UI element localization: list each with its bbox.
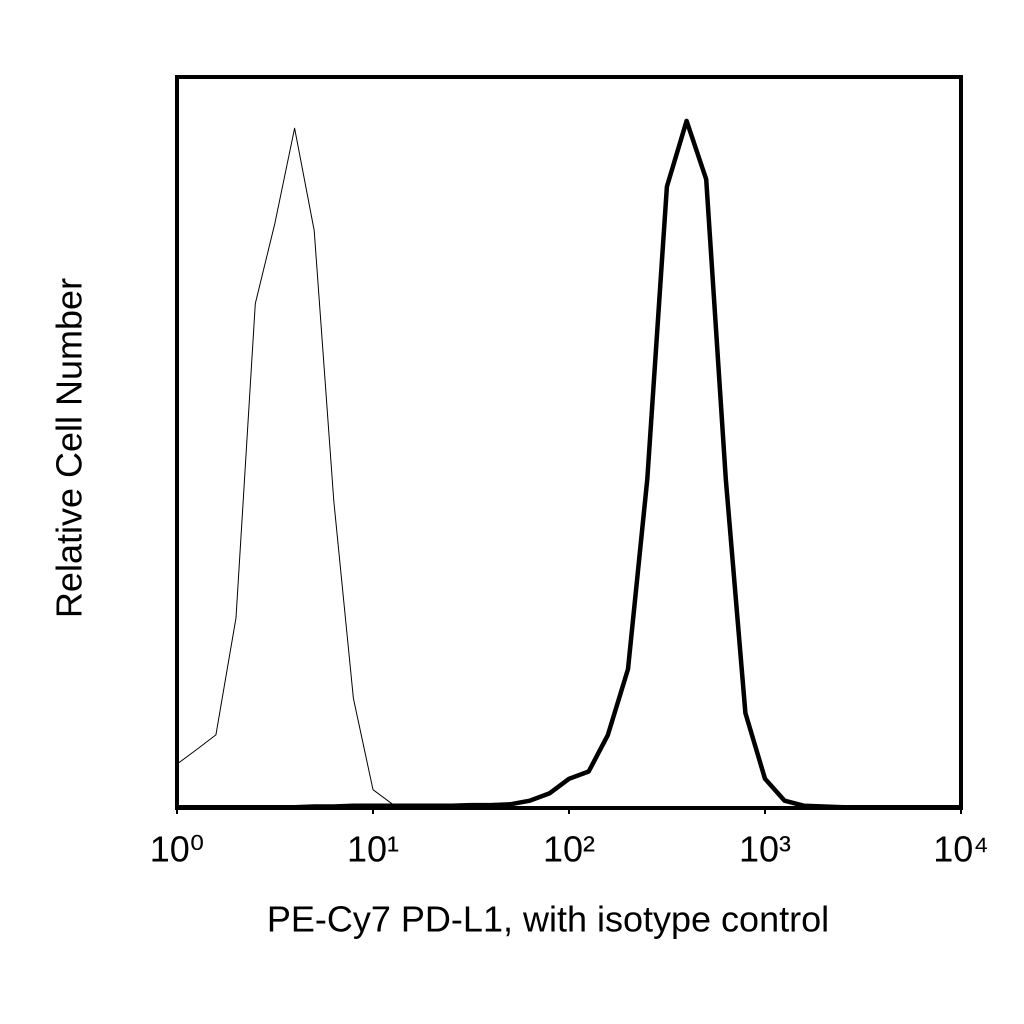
histogram-line <box>177 118 961 810</box>
x-tick-label: 10⁰ <box>150 829 204 870</box>
x-tick-label: 10³ <box>739 829 791 870</box>
plot-frame <box>175 75 963 810</box>
x-tick-label: 10¹ <box>347 829 399 870</box>
x-tick-label: 10⁴ <box>933 829 989 870</box>
histogram-line <box>176 127 961 808</box>
x-axis-label: PE-Cy7 PD-L1, with isotype control <box>267 899 829 940</box>
x-tick-label: 10² <box>543 829 595 870</box>
y-axis-label: Relative Cell Number <box>49 278 90 618</box>
